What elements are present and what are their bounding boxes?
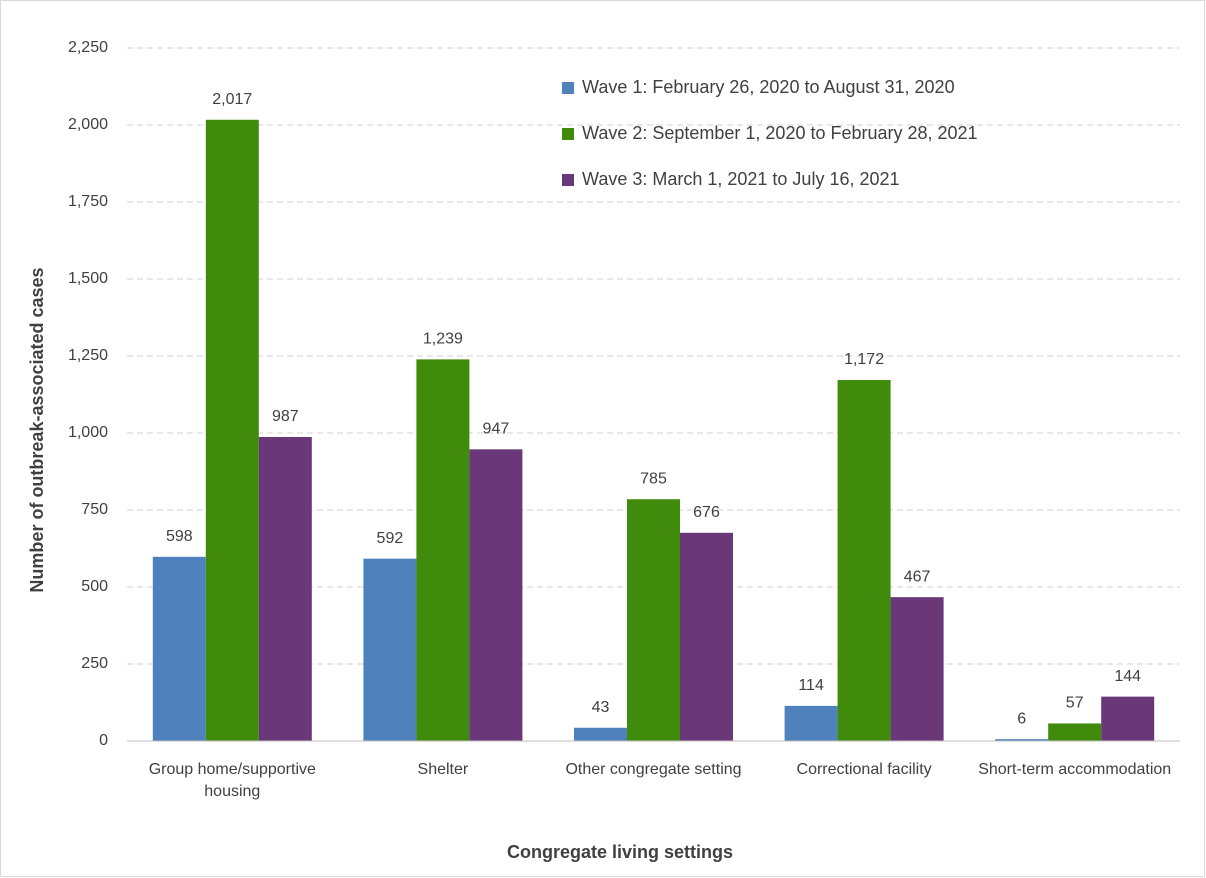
x-tick-label-box: Shelter bbox=[417, 761, 469, 778]
bar bbox=[574, 727, 627, 741]
data-label: 592 bbox=[377, 530, 404, 547]
data-label: 144 bbox=[1114, 668, 1141, 685]
legend-label: Wave 1: February 26, 2020 to August 31, … bbox=[582, 77, 955, 97]
x-tick-label-box: Correctional facility bbox=[796, 761, 932, 778]
data-label: 785 bbox=[640, 470, 667, 487]
bar bbox=[205, 119, 259, 742]
bar bbox=[258, 437, 312, 741]
y-tick-label: 1,000 bbox=[68, 424, 108, 441]
bar bbox=[1101, 696, 1155, 741]
y-tick-label: 1,500 bbox=[68, 270, 108, 287]
bar bbox=[890, 597, 944, 741]
data-label: 987 bbox=[272, 408, 299, 425]
y-tick-label: 2,000 bbox=[68, 116, 108, 133]
bar bbox=[1048, 723, 1102, 741]
data-label: 1,172 bbox=[844, 351, 884, 368]
x-tick-label-box: Other congregate setting bbox=[565, 761, 742, 778]
bar bbox=[680, 532, 733, 741]
legend-label: Wave 2: September 1, 2020 to February 28… bbox=[582, 123, 978, 143]
data-label: 6 bbox=[1017, 710, 1026, 727]
data-label: 1,239 bbox=[423, 331, 463, 348]
data-label: 114 bbox=[798, 677, 824, 694]
x-tick-label-box: Group home/supportive housing bbox=[148, 761, 316, 800]
bar bbox=[152, 556, 206, 741]
y-tick-label: 0 bbox=[99, 732, 108, 749]
x-tick-label: Correctional facility bbox=[796, 761, 932, 778]
legend-label: Wave 3: March 1, 2021 to July 16, 2021 bbox=[582, 169, 900, 189]
x-tick-label: Group home/supportive housing bbox=[148, 761, 316, 800]
y-tick-label: 250 bbox=[81, 655, 108, 672]
bar bbox=[784, 705, 838, 741]
data-label: 676 bbox=[693, 504, 720, 521]
x-tick-label-box: Short-term accommodation bbox=[978, 761, 1172, 778]
x-axis-title: Congregate living settings bbox=[507, 842, 733, 862]
data-label: 598 bbox=[166, 528, 193, 545]
data-label: 467 bbox=[904, 568, 931, 585]
y-tick-label: 1,750 bbox=[68, 193, 108, 210]
x-tick-label: Other congregate setting bbox=[565, 761, 742, 778]
data-label: 947 bbox=[483, 421, 510, 438]
legend-swatch bbox=[562, 174, 574, 186]
bar bbox=[995, 739, 1049, 741]
y-tick-label: 750 bbox=[81, 501, 108, 518]
data-label: 2,017 bbox=[212, 91, 252, 108]
y-tick-label: 2,250 bbox=[68, 39, 108, 56]
x-tick-label: Shelter bbox=[417, 761, 469, 778]
x-tick-label: Short-term accommodation bbox=[978, 761, 1172, 778]
legend-swatch bbox=[562, 82, 574, 94]
bar bbox=[469, 449, 523, 741]
y-axis-title: Number of outbreak-associated cases bbox=[27, 267, 47, 592]
y-tick-label: 500 bbox=[81, 578, 108, 595]
bar bbox=[627, 499, 680, 741]
bar bbox=[363, 558, 417, 741]
bar bbox=[416, 359, 470, 741]
data-label: 57 bbox=[1066, 695, 1084, 712]
y-tick-label: 1,250 bbox=[68, 347, 108, 364]
data-label: 43 bbox=[592, 699, 610, 716]
bar bbox=[837, 380, 891, 741]
legend-swatch bbox=[562, 128, 574, 140]
